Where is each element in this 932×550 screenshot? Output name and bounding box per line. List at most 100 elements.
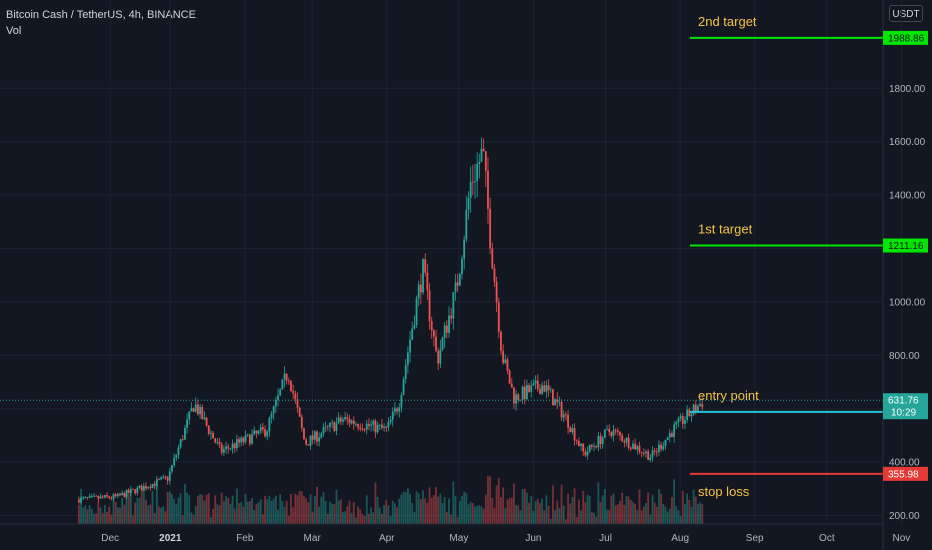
- volume-bar: [203, 500, 206, 524]
- candle-body: [333, 422, 336, 432]
- volume-bar: [346, 506, 349, 524]
- candle-body: [365, 423, 368, 430]
- candle-body: [132, 489, 134, 490]
- candle-body: [519, 399, 522, 401]
- volume-bar: [339, 499, 342, 524]
- candle-body: [348, 418, 351, 424]
- volume-bar: [88, 504, 91, 524]
- volume-bar: [396, 507, 398, 524]
- candle-body: [296, 399, 299, 408]
- volume-bar: [134, 502, 137, 524]
- candle-body: [593, 446, 595, 447]
- candle-body: [294, 393, 297, 400]
- volume-bar: [660, 493, 663, 524]
- candle-body: [428, 290, 431, 322]
- volume-bar: [424, 498, 427, 524]
- candle-body: [671, 433, 673, 437]
- candle-body: [82, 497, 85, 499]
- candle-body: [363, 429, 366, 431]
- volume-bar: [608, 509, 611, 524]
- volume-bar: [586, 494, 589, 524]
- volume-bar: [694, 496, 697, 524]
- candle-body: [640, 451, 643, 453]
- volume-bar: [456, 517, 459, 524]
- volume-bar: [478, 505, 481, 524]
- volume-bar: [452, 481, 455, 524]
- candle-body: [539, 388, 541, 395]
- volume-bar: [274, 495, 277, 524]
- candle-body: [352, 420, 355, 425]
- candle-body: [560, 401, 563, 418]
- volume-bar: [318, 506, 321, 524]
- candle-body: [484, 151, 487, 171]
- volume-bar: [577, 499, 580, 524]
- volume-bar: [197, 495, 199, 524]
- volume-bar: [688, 499, 691, 524]
- volume-bar: [398, 498, 401, 524]
- candle-body: [684, 420, 686, 424]
- candle-body: [253, 430, 256, 435]
- candle-body: [489, 208, 492, 249]
- volume-bar: [233, 508, 236, 524]
- candle-body: [101, 496, 104, 498]
- candle-body: [400, 395, 403, 408]
- candle-body: [545, 385, 548, 392]
- volume-bar: [569, 503, 572, 524]
- volume-bar: [201, 494, 204, 524]
- volume-bar: [374, 482, 377, 524]
- candle-body: [448, 315, 450, 333]
- candle-body: [257, 430, 260, 434]
- candle-body: [443, 325, 446, 338]
- candle-body: [212, 432, 214, 439]
- candle-body: [491, 248, 494, 269]
- volume-bar: [385, 500, 388, 524]
- volume-bar: [365, 495, 368, 524]
- x-tick-label: Jun: [525, 533, 541, 544]
- candle-body: [355, 423, 357, 425]
- candle-body: [530, 385, 533, 392]
- candle-body: [456, 282, 459, 286]
- currency-button[interactable]: USDT: [889, 5, 923, 22]
- last-price-label: 631.76: [888, 396, 919, 407]
- volume-bar: [549, 518, 552, 524]
- candle-body: [370, 424, 372, 426]
- volume-bar: [363, 515, 366, 524]
- volume-bar: [383, 504, 385, 524]
- volume-bar: [184, 484, 186, 524]
- volume-bar: [491, 498, 494, 524]
- candle-body: [164, 476, 167, 478]
- candle-body: [692, 404, 695, 415]
- volume-bar: [621, 492, 624, 524]
- volume-bar: [573, 488, 576, 524]
- y-tick-label: 1400.00: [889, 191, 926, 202]
- volume-bar: [642, 506, 645, 524]
- candle-body: [218, 442, 221, 445]
- volume-bar: [640, 510, 643, 524]
- volume-bar: [248, 501, 251, 524]
- volume-bar: [614, 505, 617, 524]
- candle-body: [642, 452, 645, 454]
- volume-bar: [404, 492, 407, 524]
- candle-body: [227, 446, 230, 449]
- candle-body: [97, 496, 100, 499]
- volume-bar: [171, 493, 173, 524]
- volume-bar: [294, 493, 297, 524]
- volume-bar: [192, 514, 195, 524]
- volume-bar: [175, 503, 178, 524]
- volume-bar: [471, 502, 474, 524]
- candle-body: [681, 416, 684, 424]
- volume-bar: [251, 498, 253, 524]
- candle-body: [532, 383, 535, 386]
- candle-body: [623, 441, 626, 443]
- x-tick-label: May: [449, 533, 468, 544]
- candle-body: [103, 495, 106, 498]
- candle-body: [281, 379, 284, 390]
- volume-bar: [242, 506, 245, 524]
- volume-bar: [649, 514, 652, 524]
- candle-body: [376, 424, 379, 433]
- candle-body: [614, 430, 617, 431]
- candle-body: [329, 423, 331, 427]
- volume-bar: [567, 493, 569, 524]
- candle-body: [214, 438, 217, 443]
